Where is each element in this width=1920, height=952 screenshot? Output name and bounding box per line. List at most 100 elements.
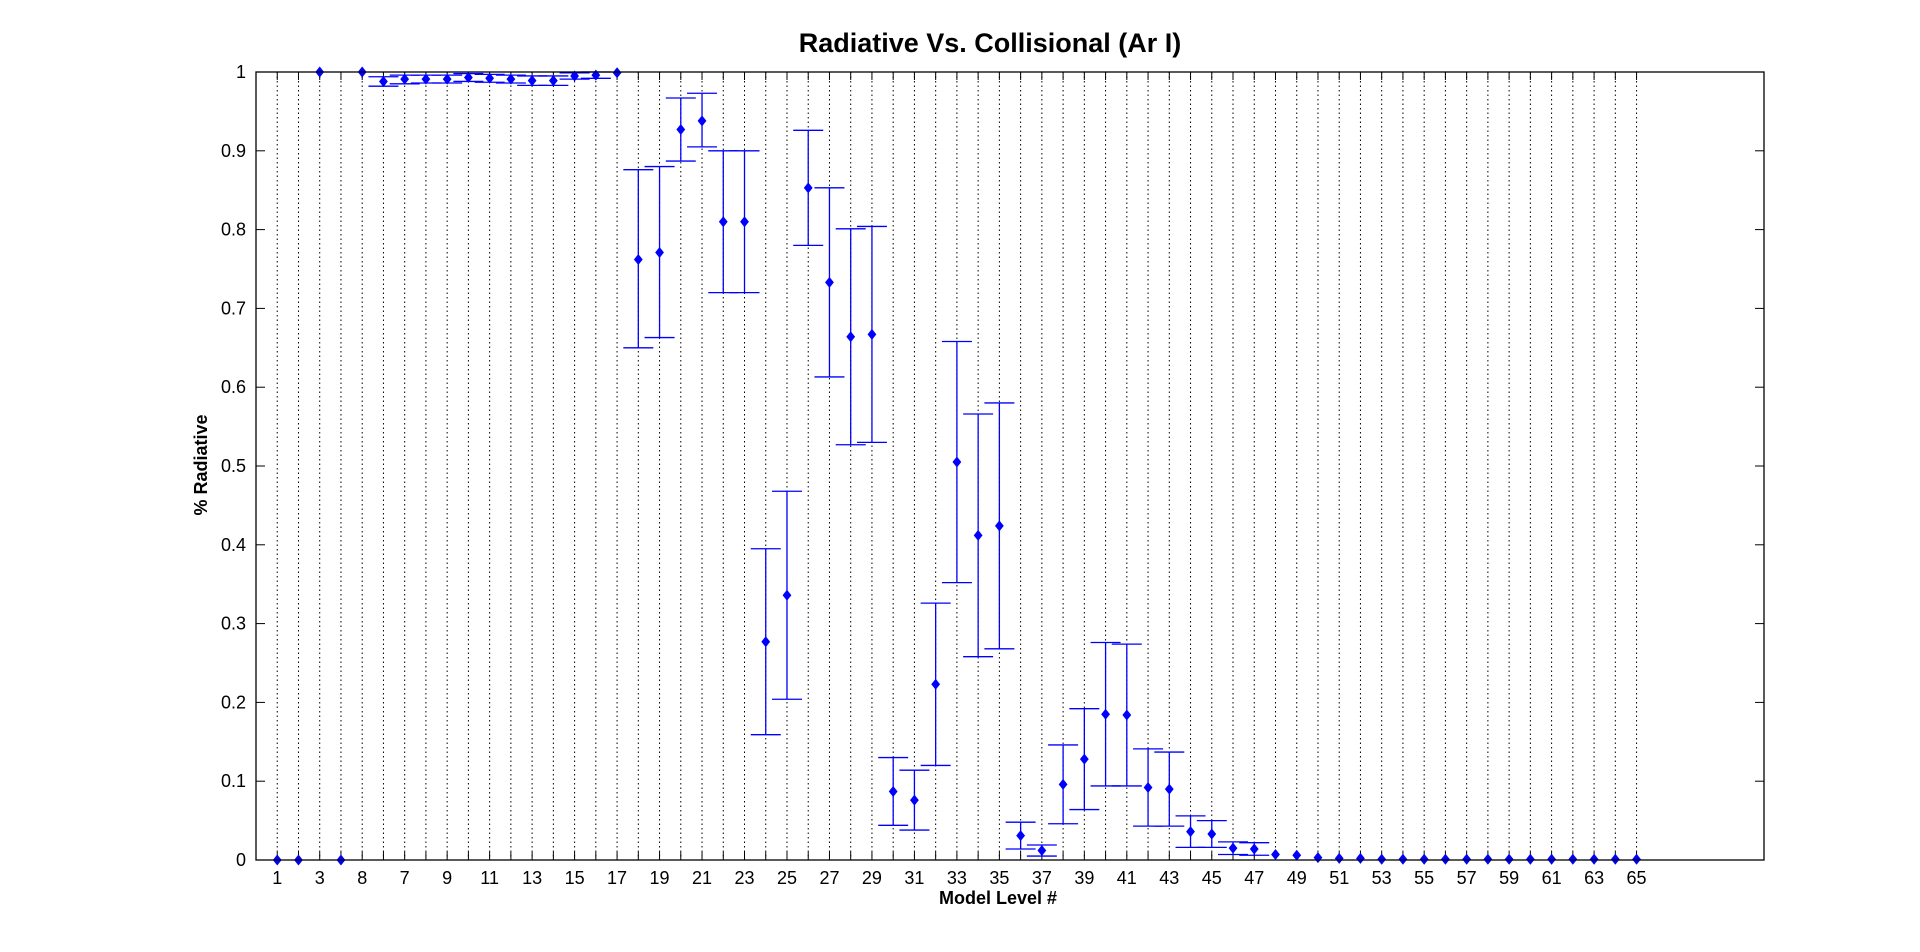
- data-point: [1398, 853, 1408, 865]
- data-point: [1143, 782, 1153, 794]
- data-point: [1589, 853, 1599, 865]
- data-point: [655, 246, 664, 258]
- data-point: [846, 331, 856, 343]
- x-tick-label: 59: [1499, 868, 1519, 888]
- data-point: [1058, 778, 1068, 790]
- data-point: [1483, 853, 1493, 865]
- data-point: [676, 124, 686, 136]
- data-point: [400, 73, 410, 85]
- x-tick-label: 15: [565, 868, 585, 888]
- data-point: [1101, 708, 1110, 720]
- y-tick-label: 0.8: [221, 220, 246, 240]
- x-axis-label: Model Level #: [939, 888, 1057, 908]
- data-point: [1207, 828, 1217, 840]
- data-point: [888, 785, 898, 797]
- data-point: [1632, 853, 1641, 865]
- data-point: [421, 73, 431, 85]
- data-point: [867, 328, 877, 340]
- gridlines: [276, 72, 1638, 860]
- data-point: [1504, 853, 1514, 865]
- x-tick-label: 41: [1117, 868, 1137, 888]
- data-point: [718, 216, 728, 228]
- x-tick-label: 7: [400, 868, 410, 888]
- data-point: [463, 72, 473, 84]
- x-tick-label: 49: [1287, 868, 1307, 888]
- data-point: [1292, 849, 1302, 861]
- data-point: [825, 276, 834, 288]
- x-tick-label: 37: [1032, 868, 1052, 888]
- x-tick-label: 63: [1584, 868, 1604, 888]
- data-point: [548, 75, 558, 87]
- x-tick-label: 61: [1542, 868, 1562, 888]
- axis-ticks: 1 3 8 7 9 11 13 15 17 19 21 23 25 27 29 31 33 35 37 39 41 43 4…: [221, 62, 1764, 888]
- data-point: [1186, 826, 1195, 838]
- x-tick-label: 1: [272, 868, 282, 888]
- x-tick-label: 31: [904, 868, 924, 888]
- data-point: [1610, 853, 1620, 865]
- data-point: [973, 529, 983, 541]
- data-point: [1313, 852, 1323, 864]
- data-point: [910, 794, 919, 806]
- data-point: [1419, 853, 1429, 865]
- data-point: [782, 589, 792, 601]
- y-tick-label: 1: [236, 62, 246, 82]
- data-point: [1441, 853, 1450, 865]
- data-point: [1249, 843, 1259, 855]
- data-point: [931, 678, 941, 690]
- x-tick-label: 45: [1202, 868, 1222, 888]
- data-series: [272, 66, 1641, 866]
- y-tick-label: 0.2: [221, 692, 246, 712]
- data-point: [1462, 853, 1472, 865]
- data-point: [1271, 848, 1280, 860]
- data-point: [697, 115, 707, 127]
- x-tick-label: 29: [862, 868, 882, 888]
- x-tick-label: 33: [947, 868, 967, 888]
- x-tick-label: 55: [1414, 868, 1434, 888]
- data-point: [740, 216, 749, 228]
- x-tick-label: 51: [1329, 868, 1349, 888]
- y-tick-label: 0.9: [221, 141, 246, 161]
- x-tick-label: 65: [1627, 868, 1647, 888]
- data-point: [633, 254, 643, 266]
- y-axis-label: % Radiative: [191, 414, 211, 515]
- y-tick-label: 0.1: [221, 771, 246, 791]
- data-point: [527, 75, 537, 87]
- x-tick-label: 27: [819, 868, 839, 888]
- x-tick-label: 43: [1159, 868, 1179, 888]
- data-point: [1122, 709, 1132, 721]
- data-point: [1079, 753, 1089, 765]
- x-tick-label: 21: [692, 868, 712, 888]
- y-tick-label: 0: [236, 850, 246, 870]
- y-tick-label: 0.3: [221, 614, 246, 634]
- data-point: [761, 636, 771, 648]
- data-point: [1164, 783, 1174, 795]
- data-point: [612, 67, 622, 79]
- x-tick-label: 35: [989, 868, 1009, 888]
- x-tick-label: 17: [607, 868, 627, 888]
- data-point: [1568, 853, 1578, 865]
- plot-frame: [255, 71, 1765, 861]
- data-point: [1377, 853, 1387, 865]
- x-tick-label: 11: [480, 868, 499, 888]
- data-point: [1356, 852, 1365, 864]
- x-tick-label: 19: [650, 868, 670, 888]
- x-tick-label: 9: [442, 868, 452, 888]
- data-point: [485, 72, 495, 84]
- data-point: [952, 456, 962, 468]
- data-point: [803, 182, 813, 194]
- data-point: [570, 70, 579, 82]
- data-point: [1037, 845, 1047, 857]
- x-tick-label: 25: [777, 868, 797, 888]
- y-tick-label: 0.7: [221, 298, 246, 318]
- data-point: [1016, 830, 1026, 842]
- data-point: [1228, 842, 1238, 854]
- x-tick-label: 13: [522, 868, 542, 888]
- x-tick-label: 47: [1244, 868, 1264, 888]
- data-point: [1525, 853, 1535, 865]
- chart-title: Radiative Vs. Collisional (Ar I): [799, 28, 1182, 58]
- data-point: [442, 73, 452, 85]
- data-point: [994, 520, 1004, 532]
- data-point: [1334, 852, 1344, 864]
- y-tick-label: 0.4: [221, 535, 246, 555]
